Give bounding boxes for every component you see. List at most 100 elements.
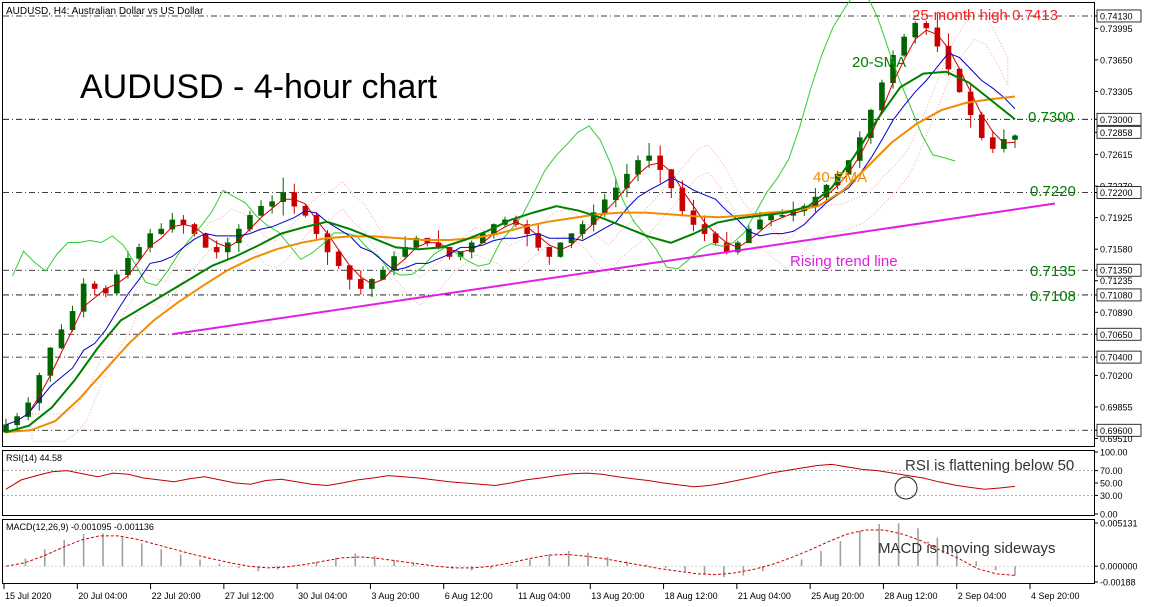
time-tick-label-13: 2 Sep 04:00 — [958, 591, 1007, 601]
candle-body-3 — [36, 375, 43, 404]
candle-body-16 — [180, 219, 187, 225]
level-label-7220: 0.7220 — [1030, 183, 1076, 200]
candle-body-23 — [258, 205, 264, 216]
trend-line-group — [171, 202, 1056, 336]
sma40-annotation: 40-SMA — [813, 169, 867, 186]
candle-body-70 — [779, 215, 785, 217]
price-tick-box-20 — [1096, 423, 1142, 437]
candle-body-83 — [923, 22, 930, 29]
time-tick-label-9: 18 Aug 12:00 — [665, 591, 718, 601]
rsi-circle-marker — [894, 476, 918, 500]
candle-body-90 — [1001, 139, 1007, 149]
price-tick-label-15: 0.70650 — [1100, 330, 1133, 340]
price-tick-label-1: 0.73995 — [1100, 24, 1133, 34]
time-tick-label-11: 25 Aug 20:00 — [811, 591, 864, 601]
price-tick-label-19: 0.69510 — [1100, 434, 1133, 444]
price-tick-label-13: 0.71080 — [1100, 290, 1133, 300]
price-tick-label-17: 0.70200 — [1100, 371, 1133, 381]
price-tick-label-18: 0.69855 — [1100, 402, 1133, 412]
candle-body-14 — [158, 228, 165, 234]
candle-body-24 — [269, 201, 275, 207]
price-tick-box-8 — [1096, 186, 1142, 199]
time-axis: 15 Jul 2020 20 Jul 04:00 22 Jul 20:00 27 Ju… — [3, 584, 1080, 601]
time-tick-label-5: 3 Aug 20:00 — [371, 591, 419, 601]
candle-body-68 — [757, 219, 763, 230]
candle-body-69 — [768, 215, 774, 221]
time-tick-label-0: 15 Jul 2020 — [5, 591, 52, 601]
macd-panel: 0.005131 0.000000 -0.00188 — [3, 518, 1138, 588]
price-tick-label-10: 0.71580 — [1100, 245, 1133, 255]
rsi-tick-label-4: 0.00 — [1100, 510, 1118, 520]
candle-body-81 — [901, 36, 907, 56]
candle-body-12 — [136, 247, 142, 259]
candle-body-13 — [147, 233, 153, 248]
rising-trend-line — [171, 202, 1056, 336]
candle-body-25 — [280, 192, 286, 202]
level-label-7108: 0.7108 — [1030, 288, 1076, 305]
time-tick-label-6: 6 Aug 12:00 — [445, 591, 493, 601]
rsi-tick-label-3: 30.00 — [1100, 491, 1123, 501]
candle-body-56 — [624, 173, 630, 189]
time-tick-label-12: 28 Aug 12:00 — [884, 591, 937, 601]
candle-body-40 — [446, 247, 453, 257]
indicator-lines — [5, 0, 1016, 434]
price-axis: 0.74130 0.73995 0.73650 0.73305 0.73000 0.728… — [1094, 9, 1142, 444]
candle-body-49 — [546, 247, 553, 257]
price-tick-label-20: 0.69600 — [1100, 426, 1133, 436]
price-tick-label-6: 0.72615 — [1100, 150, 1133, 160]
price-tick-label-3: 0.73305 — [1100, 87, 1133, 97]
sma20-annotation: 20-SMA — [852, 54, 906, 71]
price-tick-label-8: 0.72200 — [1100, 188, 1133, 198]
time-tick-label-2: 22 Jul 20:00 — [152, 591, 201, 601]
tenkan-line — [5, 29, 1016, 426]
price-tick-label-2: 0.73650 — [1100, 55, 1133, 65]
macd-panel-frame — [2, 519, 1095, 584]
candle-body-7 — [80, 283, 87, 312]
level-label-7300: 0.7300 — [1028, 109, 1074, 126]
symbol-info: AUDUSD, H4: Australian Dollar vs US Doll… — [6, 6, 204, 17]
macd-title: MACD(12,26,9) -0.001095 -0.001136 — [6, 522, 154, 532]
candle-body-58 — [646, 155, 652, 161]
price-tick-label-14: 0.70890 — [1100, 308, 1133, 318]
price-tick-box-15 — [1096, 327, 1142, 341]
price-tick-label-12: 0.71235 — [1100, 276, 1133, 286]
time-tick-label-4: 30 Jul 04:00 — [298, 591, 347, 601]
level-label-7135: 0.7135 — [1030, 263, 1076, 280]
candle-body-15 — [169, 219, 176, 230]
macd-signal-line — [5, 529, 1016, 576]
chart-title: AUDUSD - 4-hour chart — [80, 68, 438, 106]
price-tick-label-16: 0.70400 — [1100, 353, 1133, 363]
macd-tick-label-1: 0.000000 — [1100, 562, 1138, 572]
rsi-tick-label-1: 70.00 — [1100, 466, 1123, 476]
candle-body-67 — [746, 228, 752, 244]
rsi-tick-label-0: 100.00 — [1100, 448, 1128, 458]
candle-body-82 — [912, 22, 919, 38]
rsi-line — [5, 463, 1016, 490]
sma20-line — [5, 70, 1016, 434]
time-tick-label-14: 4 Sep 20:00 — [1031, 591, 1080, 601]
candle-body-11 — [125, 258, 131, 276]
rsi-panel-frame — [2, 450, 1095, 516]
price-tick-label-4: 0.73000 — [1100, 115, 1133, 125]
high-annotation: 25-month high 0.7413 — [912, 7, 1058, 24]
price-tick-label-0: 0.74130 — [1100, 11, 1133, 21]
rsi-annotation: RSI is flattening below 50 — [905, 457, 1074, 474]
time-tick-label-3: 27 Jul 12:00 — [225, 591, 274, 601]
candle-body-19 — [213, 247, 220, 253]
candle-body-32 — [358, 279, 364, 289]
candle-body-62 — [690, 210, 697, 225]
candle-body-30 — [335, 251, 342, 266]
candle-body-89 — [990, 137, 996, 149]
candle-body-61 — [679, 187, 686, 212]
candle-body-5 — [58, 329, 65, 349]
candle-body-9 — [102, 288, 109, 294]
price-tick-box-11 — [1096, 263, 1142, 277]
candle-body-8 — [91, 283, 98, 289]
rsi-tick-label-2: 50.00 — [1100, 479, 1123, 489]
kijun-line — [5, 52, 1016, 426]
candle-body-53 — [590, 212, 597, 225]
time-tick-label-7: 11 Aug 04:00 — [518, 591, 570, 601]
time-tick-label-8: 13 Aug 20:00 — [591, 591, 644, 601]
price-tick-box-13 — [1096, 288, 1142, 302]
